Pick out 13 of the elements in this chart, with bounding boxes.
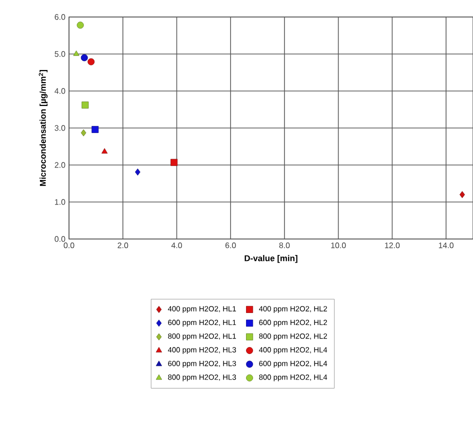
point [92, 126, 99, 133]
y-axis-title: Microcondensation [µg/mm$^{2}$] [38, 70, 48, 186]
point [170, 158, 178, 166]
point [88, 58, 95, 66]
point [102, 148, 108, 154]
x-axis-title: D-value [min] [244, 255, 298, 263]
point [76, 22, 84, 29]
point [80, 129, 86, 136]
point [73, 50, 80, 56]
point [80, 54, 88, 62]
point [460, 191, 465, 198]
point [135, 168, 140, 176]
point [82, 102, 89, 109]
